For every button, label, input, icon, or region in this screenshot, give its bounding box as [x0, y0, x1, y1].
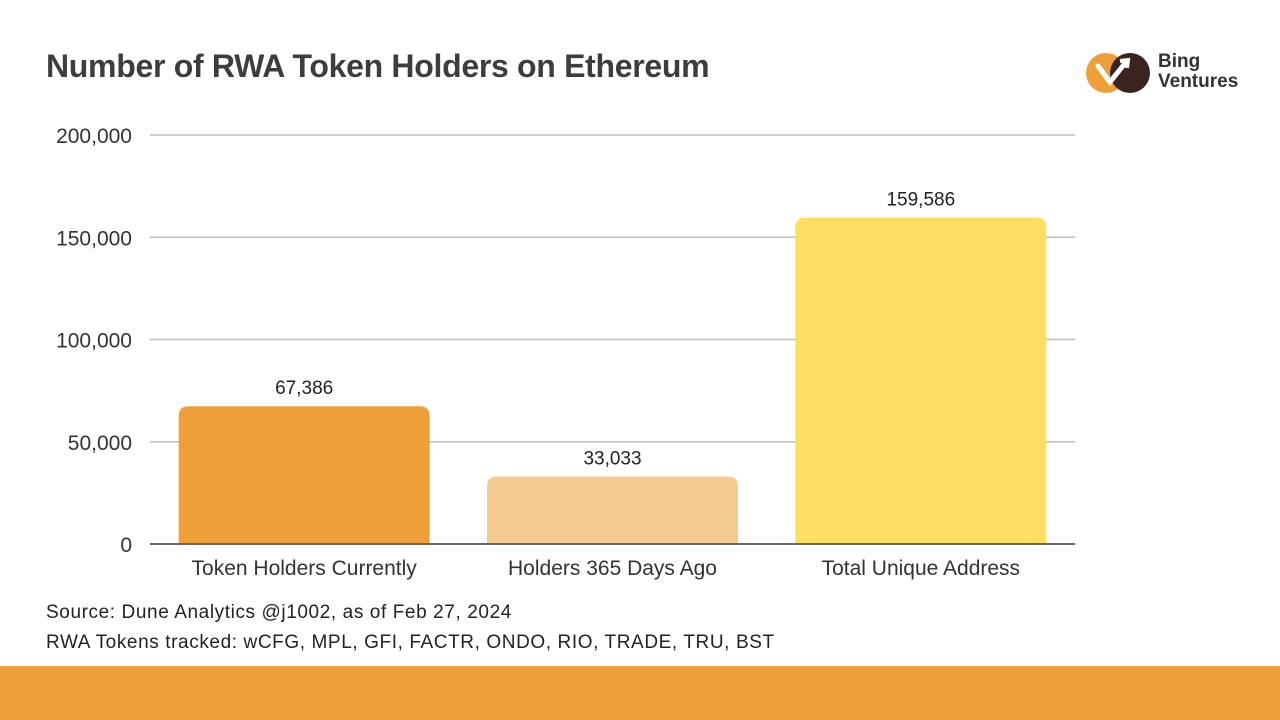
- logo-line2: Ventures: [1158, 71, 1239, 92]
- chart-title: Number of RWA Token Holders on Ethereum: [46, 48, 710, 84]
- data-label: 33,033: [583, 448, 641, 469]
- bar: [487, 476, 738, 544]
- y-tick-label: 150,000: [56, 227, 132, 250]
- data-label: 67,386: [275, 378, 333, 399]
- y-tick-label: 100,000: [56, 330, 132, 353]
- tokens-note: RWA Tokens tracked: wCFG, MPL, GFI, FACT…: [46, 632, 775, 653]
- logo-line1: Bing: [1158, 51, 1201, 72]
- source-note: Source: Dune Analytics @j1002, as of Feb…: [46, 602, 512, 623]
- logo-text: Bing Ventures: [1158, 52, 1238, 92]
- bing-ventures-logo: Bing Ventures: [1086, 50, 1256, 96]
- footer-band: [0, 666, 1280, 720]
- data-label: 159,586: [886, 190, 955, 211]
- bar: [178, 406, 430, 544]
- x-tick-label: Holders 365 Days Ago: [508, 557, 717, 580]
- x-tick-label: Token Holders Currently: [192, 557, 418, 580]
- x-tick-label: Total Unique Address: [822, 557, 1020, 580]
- logo-mark-icon: [1086, 53, 1150, 93]
- bar-chart: 0 50,000 100,000 150,000 200,000 67,386 Token …: [56, 125, 1075, 580]
- y-tick-label: 0: [120, 534, 132, 557]
- y-tick-label: 50,000: [68, 432, 132, 455]
- bar: [795, 217, 1047, 544]
- y-tick-label: 200,000: [56, 125, 132, 148]
